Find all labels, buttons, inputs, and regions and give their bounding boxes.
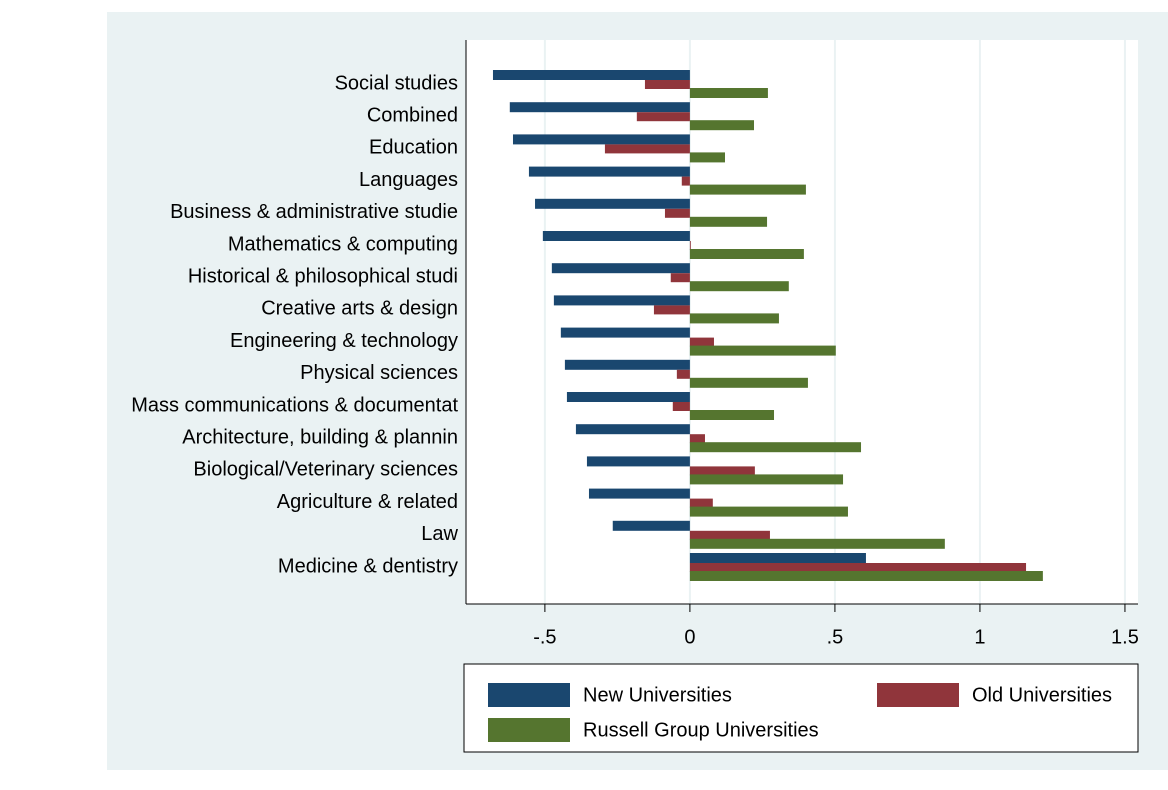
legend-swatch [877, 683, 959, 707]
bar [689, 474, 844, 485]
plot-area [466, 40, 1138, 604]
bar [681, 176, 690, 186]
bar [653, 305, 690, 315]
y-tick-label: Creative arts & design [261, 298, 458, 320]
legend-swatch [488, 718, 570, 742]
bar [636, 112, 690, 122]
bar [689, 120, 754, 131]
bar [512, 134, 690, 145]
x-tick-label: -.5 [533, 626, 556, 648]
bar [689, 313, 779, 324]
bar [689, 184, 806, 195]
bar [542, 231, 690, 241]
legend-label: New Universities [583, 684, 732, 706]
x-tick-label: 1.5 [1111, 626, 1139, 648]
bar [689, 345, 836, 356]
y-tick-label: Social studies [335, 72, 458, 94]
y-tick-label: Law [421, 523, 458, 545]
bar [689, 410, 775, 420]
bar [689, 498, 713, 508]
y-tick-label: Languages [359, 169, 458, 191]
y-tick-label: Biological/Veterinary sciences [193, 459, 458, 481]
y-tick-label: Business & administrative studie [170, 201, 458, 223]
bar [689, 434, 705, 444]
bar [588, 488, 690, 499]
bar [689, 530, 770, 540]
y-tick-label: Architecture, building & plannin [182, 426, 458, 448]
legend-swatch [488, 683, 570, 707]
bar [612, 520, 690, 531]
bar [551, 263, 690, 274]
bar [689, 506, 848, 517]
bar [670, 273, 690, 283]
bar [689, 553, 866, 563]
bar [689, 152, 725, 163]
bar [689, 466, 755, 476]
legend-label: Old Universities [972, 684, 1112, 706]
bar [553, 295, 690, 306]
bar [689, 281, 789, 292]
bar [689, 88, 768, 98]
y-tick-label: Engineering & technology [230, 330, 458, 352]
bar [509, 102, 690, 113]
bar [492, 70, 690, 80]
bar [672, 402, 690, 411]
bar [586, 456, 690, 467]
bar [528, 166, 690, 177]
bar [644, 80, 690, 89]
y-tick-label: Physical sciences [300, 362, 458, 384]
bar [575, 424, 690, 435]
y-tick-label: Historical & philosophical studi [188, 265, 458, 287]
legend [463, 663, 1139, 753]
bar [689, 216, 768, 227]
bar [689, 538, 945, 549]
y-tick-label: Medicine & dentistry [278, 555, 458, 577]
bar [664, 208, 690, 218]
x-tick-label: 0 [684, 626, 695, 648]
bar [535, 198, 690, 209]
bar [689, 241, 691, 250]
x-tick-label: .5 [827, 626, 844, 648]
y-tick-label: Combined [367, 104, 458, 126]
x-tick-label: 1 [974, 626, 985, 648]
y-tick-label: Mathematics & computing [228, 233, 458, 255]
bar [604, 144, 690, 154]
bar [689, 337, 714, 347]
bar [564, 359, 690, 370]
bar [689, 571, 1043, 581]
legend-label: Russell Group Universities [583, 719, 819, 741]
bar [560, 327, 690, 338]
bar [689, 563, 1027, 572]
y-tick-label: Education [369, 137, 458, 159]
bar [689, 377, 808, 388]
y-tick-label: Mass communications & documentat [131, 394, 458, 416]
y-tick-label: Agriculture & related [277, 491, 458, 513]
bar [676, 369, 690, 379]
bar [689, 442, 862, 453]
bar [689, 249, 804, 259]
bar [566, 392, 690, 402]
